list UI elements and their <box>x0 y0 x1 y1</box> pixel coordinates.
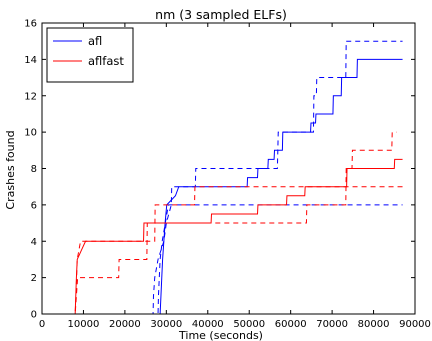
x-tick-label: 80000 <box>358 319 390 330</box>
x-tick-label: 50000 <box>233 319 265 330</box>
series-line-2-dashed <box>42 40 403 315</box>
y-axis-label: Crashes found <box>4 130 17 209</box>
y-tick-label: 8 <box>31 164 37 175</box>
y-tick-label: 4 <box>31 237 37 248</box>
legend: afl aflfast <box>46 27 134 83</box>
chart-title: nm (3 sampled ELFs) <box>155 7 287 22</box>
y-tick-label: 10 <box>24 128 37 139</box>
x-tick-label: 70000 <box>316 319 348 330</box>
series-line-3-solid <box>42 158 403 315</box>
series-line-5-dashed <box>42 131 397 315</box>
legend-label-afl: afl <box>88 34 102 48</box>
x-tick-label: 30000 <box>150 319 182 330</box>
x-tick-label: 10000 <box>68 319 100 330</box>
x-tick-label: 60000 <box>275 319 307 330</box>
y-tick-label: 0 <box>31 310 37 321</box>
x-tick-label: 20000 <box>109 319 141 330</box>
series-line-4-dashed <box>42 186 403 315</box>
x-tick-label: 0 <box>39 319 45 330</box>
y-tick-label: 16 <box>24 19 37 30</box>
ticks-layer: 0 10000 20000 30000 40000 50000 60000 70000 8000… <box>24 19 431 331</box>
legend-box <box>46 27 134 83</box>
series-layer <box>42 40 403 315</box>
y-tick-label: 6 <box>31 200 37 211</box>
x-tick-label: 90000 <box>399 319 431 330</box>
y-tick-label: 14 <box>24 55 37 66</box>
series-line-0-solid <box>42 58 403 315</box>
legend-label-aflfast: aflfast <box>88 54 124 68</box>
x-tick-label: 40000 <box>192 319 224 330</box>
y-tick-label: 2 <box>31 273 37 284</box>
x-axis-label: Time (seconds) <box>178 329 263 341</box>
series-line-1-dashed <box>42 204 403 315</box>
y-tick-label: 12 <box>24 91 37 102</box>
